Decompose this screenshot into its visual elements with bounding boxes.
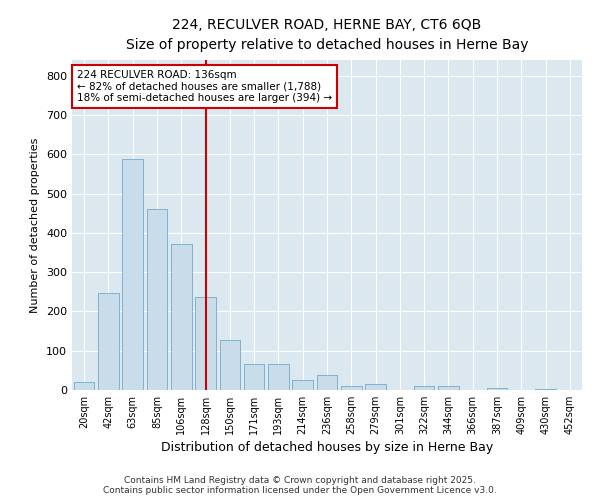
Bar bbox=[171, 244, 191, 390]
Bar bbox=[74, 382, 94, 390]
Bar bbox=[535, 389, 556, 390]
Bar bbox=[220, 340, 240, 390]
Bar bbox=[98, 292, 119, 390]
Bar bbox=[268, 364, 289, 390]
Bar bbox=[244, 364, 265, 390]
Bar bbox=[74, 382, 94, 390]
Bar bbox=[268, 364, 289, 390]
Bar bbox=[438, 386, 459, 390]
Bar bbox=[341, 386, 362, 390]
Bar bbox=[220, 340, 240, 390]
Bar bbox=[171, 244, 191, 390]
Bar bbox=[146, 210, 167, 390]
Bar bbox=[414, 386, 434, 390]
Bar bbox=[317, 375, 337, 390]
Bar bbox=[195, 296, 216, 390]
Bar bbox=[292, 380, 313, 390]
Text: 224 RECULVER ROAD: 136sqm
← 82% of detached houses are smaller (1,788)
18% of se: 224 RECULVER ROAD: 136sqm ← 82% of detac… bbox=[77, 70, 332, 103]
Bar bbox=[365, 384, 386, 390]
Bar bbox=[365, 384, 386, 390]
Bar bbox=[244, 364, 265, 390]
Y-axis label: Number of detached properties: Number of detached properties bbox=[31, 138, 40, 312]
Bar bbox=[195, 296, 216, 390]
X-axis label: Distribution of detached houses by size in Herne Bay: Distribution of detached houses by size … bbox=[161, 441, 493, 454]
Bar bbox=[535, 389, 556, 390]
Bar bbox=[438, 386, 459, 390]
Bar bbox=[122, 159, 143, 390]
Bar bbox=[98, 292, 119, 390]
Bar bbox=[146, 210, 167, 390]
Bar bbox=[487, 388, 508, 390]
Bar bbox=[341, 386, 362, 390]
Bar bbox=[487, 388, 508, 390]
Text: Contains HM Land Registry data © Crown copyright and database right 2025.
Contai: Contains HM Land Registry data © Crown c… bbox=[103, 476, 497, 495]
Bar bbox=[122, 159, 143, 390]
Title: 224, RECULVER ROAD, HERNE BAY, CT6 6QB
Size of property relative to detached hou: 224, RECULVER ROAD, HERNE BAY, CT6 6QB S… bbox=[126, 18, 528, 52]
Bar bbox=[292, 380, 313, 390]
Bar bbox=[317, 375, 337, 390]
Bar bbox=[414, 386, 434, 390]
